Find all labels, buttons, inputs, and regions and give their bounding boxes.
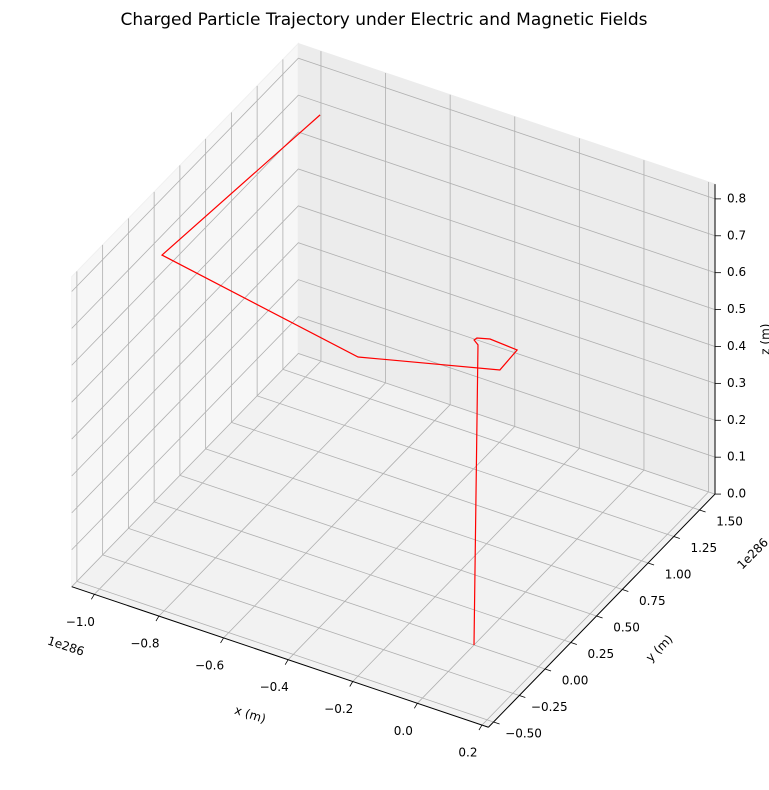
x-tick-label: 0.2 xyxy=(458,746,477,760)
x-axis-label: x (m) xyxy=(233,703,268,726)
tick-mark xyxy=(570,642,577,645)
grid-line xyxy=(71,353,716,587)
tick-mark xyxy=(155,615,160,622)
y-tick-label: −0.50 xyxy=(505,726,542,740)
y-offset-label: 1e286 xyxy=(734,535,769,572)
z-tick-label: 0.6 xyxy=(727,265,746,279)
z-tick-label: 0.2 xyxy=(727,413,746,427)
tick-mark xyxy=(673,536,680,539)
z-tick-label: 0.4 xyxy=(727,339,746,353)
grid-line xyxy=(71,57,716,292)
tick-mark xyxy=(519,695,526,698)
x-tick-label: −0.2 xyxy=(324,702,353,716)
z-tick-label: 0.1 xyxy=(727,450,746,464)
y-tick-label: 0.50 xyxy=(613,620,640,634)
x-offset-label: 1e286 xyxy=(46,634,86,659)
grid-line xyxy=(71,316,716,551)
tick-mark xyxy=(478,724,483,731)
x-tick-label: −0.8 xyxy=(130,637,159,651)
z-tick-label: 0.0 xyxy=(727,487,746,501)
x-tick-label: −0.4 xyxy=(260,680,289,694)
axis-line xyxy=(488,493,716,728)
x-tick-label: −1.0 xyxy=(66,615,95,629)
x-tick-label: −0.6 xyxy=(195,658,224,672)
grid-line xyxy=(71,168,716,403)
tick-mark xyxy=(414,703,418,709)
y-tick-label: 1.50 xyxy=(716,514,743,528)
y-tick-label: 0.00 xyxy=(562,673,589,687)
x-tick-label: 0.0 xyxy=(394,724,413,738)
y-tick-label: 1.25 xyxy=(690,541,717,555)
z-tick-label: 0.8 xyxy=(727,191,746,205)
z-tick-label: 0.3 xyxy=(727,376,746,390)
grid-line xyxy=(71,205,716,440)
grid-line xyxy=(71,279,716,514)
grid-line xyxy=(71,94,716,329)
tick-mark xyxy=(544,668,552,672)
tick-mark xyxy=(596,615,603,619)
grid-line xyxy=(71,242,716,477)
tick-mark xyxy=(493,721,500,725)
tick-mark xyxy=(349,681,354,687)
tick-mark xyxy=(284,659,289,665)
z-tick-label: 0.7 xyxy=(727,228,746,242)
tick-mark xyxy=(699,509,706,513)
trajectory-line xyxy=(160,114,519,646)
axis-line xyxy=(71,586,489,728)
y-tick-label: 0.75 xyxy=(639,594,666,608)
tick-mark xyxy=(647,562,655,566)
y-tick-label: 0.25 xyxy=(587,647,614,661)
tick-mark xyxy=(622,589,629,592)
grid-line xyxy=(71,131,716,366)
z-tick-label: 0.5 xyxy=(727,302,746,316)
z-axis-label: z (m) xyxy=(759,324,769,355)
tick-mark xyxy=(220,637,224,644)
y-tick-label: 1.00 xyxy=(665,567,692,581)
y-tick-label: −0.25 xyxy=(531,700,568,714)
chart-title: Charged Particle Trajectory under Electr… xyxy=(120,10,647,30)
y-axis-label: y (m) xyxy=(643,632,676,665)
tick-mark xyxy=(91,594,95,600)
